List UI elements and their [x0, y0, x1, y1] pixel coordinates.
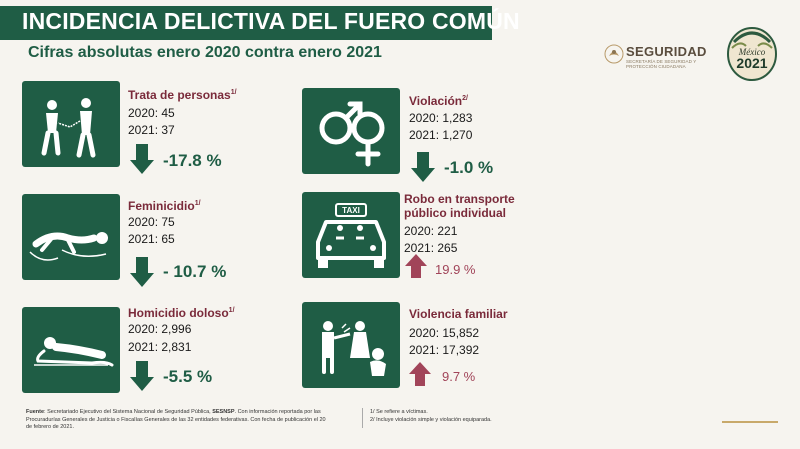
- taxi-icon: TAXI: [316, 203, 386, 268]
- change-violacion: -1.0 %: [444, 158, 494, 177]
- crime-name-violacion: Violación2/: [409, 94, 468, 108]
- page-title: INCIDENCIA DELICTIVA DEL FUERO COMÚN: [22, 8, 520, 34]
- homicide-body-icon-box: [22, 307, 120, 393]
- value-2020-robo: 2020: 221: [404, 224, 458, 238]
- gender-symbols-icon-box: [302, 88, 400, 174]
- value-2021-robo: 2021: 265: [404, 241, 458, 255]
- trafficking-icon: [41, 98, 96, 158]
- crime-name-feminicidio: Feminicidio1/: [128, 199, 201, 213]
- change-homicidio: -5.5 %: [163, 367, 213, 386]
- change-violencia: 9.7 %: [442, 369, 476, 384]
- change-feminicidio: - 10.7 %: [163, 262, 227, 281]
- value-2020-feminicidio: 2020: 75: [128, 215, 175, 229]
- value-2021-violacion: 2021: 1,270: [409, 128, 473, 142]
- trafficking-icon-box: [22, 81, 120, 167]
- eagle-emblem-icon: [604, 44, 624, 64]
- victim-body-icon-box: [22, 194, 120, 280]
- arrow-up-icon: [409, 362, 431, 386]
- gender-symbols-icon: [319, 101, 385, 167]
- mexico-2021-emblem-icon: México 2021: [727, 27, 777, 81]
- page-subtitle: Cifras absolutas enero 2020 contra enero…: [28, 44, 382, 61]
- value-2021-violencia: 2021: 17,392: [409, 343, 480, 357]
- seguridad-subtext: SECRETARÍA DE SEGURIDAD Y PROTECCIÓN CIU…: [626, 59, 697, 69]
- footnote-2: 2/ Incluye violación simple y violación …: [370, 416, 492, 423]
- arrow-down-icon: [130, 144, 154, 174]
- change-trata: -17.8 %: [163, 151, 222, 170]
- value-2020-violacion: 2020: 1,283: [409, 111, 473, 125]
- value-2021-trata: 2021: 37: [128, 123, 175, 137]
- arrow-down-icon: [130, 361, 154, 391]
- value-2020-trata: 2020: 45: [128, 106, 175, 120]
- logo-year-text: 2021: [736, 55, 767, 71]
- source-footnote: Fuente: Secretariado Ejecutivo del Siste…: [26, 409, 326, 430]
- gold-accent-line: [722, 421, 778, 423]
- footnotes: 1/ Se refiere a víctimas. 2/ Incluye vio…: [370, 409, 570, 424]
- mexico-2021-logo: México 2021: [726, 24, 778, 82]
- value-2021-homicidio: 2021: 2,831: [128, 340, 192, 354]
- change-robo: 19.9 %: [435, 262, 476, 277]
- seguridad-logo: SEGURIDAD SECRETARÍA DE SEGURIDAD Y PROT…: [604, 42, 714, 69]
- taxi-icon-box: TAXI: [302, 192, 400, 278]
- logo-mexico-text: México: [738, 47, 766, 57]
- arrow-down-icon: [411, 152, 435, 182]
- taxi-label: TAXI: [342, 206, 360, 215]
- family-violence-icon: [322, 321, 386, 376]
- crime-name-violencia: Violencia familiar: [409, 307, 508, 321]
- title-bar: [0, 6, 492, 40]
- crime-name-homicidio: Homicidio doloso1/: [128, 306, 235, 320]
- footnote-1: 1/ Se refiere a víctimas.: [370, 409, 428, 415]
- arrow-up-icon: [405, 254, 427, 278]
- value-2020-homicidio: 2020: 2,996: [128, 322, 192, 336]
- seguridad-text: SEGURIDAD: [626, 44, 707, 59]
- arrow-down-icon: [130, 257, 154, 287]
- value-2020-violencia: 2020: 15,852: [409, 326, 480, 340]
- family-violence-icon-box: [302, 302, 400, 388]
- value-2021-feminicidio: 2021: 65: [128, 232, 175, 246]
- homicide-body-icon: [34, 337, 114, 367]
- victim-body-icon: [29, 232, 108, 261]
- footer-divider: [362, 408, 363, 428]
- crime-name-trata: Trata de personas1/: [128, 88, 237, 102]
- crime-name-robo: Robo en transporte público individual: [404, 192, 515, 220]
